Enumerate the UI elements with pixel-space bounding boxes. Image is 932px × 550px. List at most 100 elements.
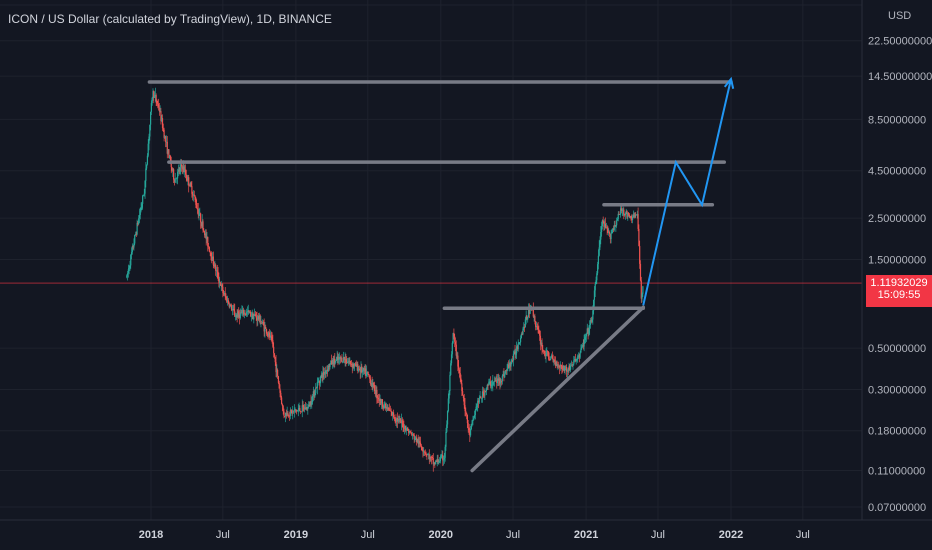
candle-body — [407, 428, 409, 431]
candle-body — [300, 410, 302, 412]
y-tick-label: 0.11000000 — [868, 465, 925, 477]
candle-body — [493, 381, 495, 383]
candle-body — [610, 233, 612, 240]
candle-body — [207, 236, 209, 247]
candle-body — [133, 243, 135, 248]
candle-body — [288, 415, 290, 417]
candle-body — [433, 462, 435, 465]
candle-body — [473, 415, 476, 418]
candle-body — [331, 360, 333, 365]
candle-body — [303, 406, 305, 410]
candle-body — [429, 456, 431, 460]
trendline[interactable] — [470, 305, 646, 473]
candle-body — [533, 316, 535, 317]
candle-body — [423, 451, 425, 453]
candle-body — [435, 461, 437, 465]
candle-body — [545, 355, 547, 357]
candle-body — [585, 336, 587, 338]
candle-body — [288, 415, 291, 417]
candle-body — [332, 360, 334, 365]
time-axis[interactable]: 2018 Jul 2019 Jul 2020 Jul 2021 Jul 2022 Jul — [139, 529, 810, 541]
candle-body — [197, 209, 199, 215]
candle-body — [584, 337, 586, 340]
x-tick-label: 2020 — [429, 529, 453, 541]
candle-body — [294, 409, 296, 411]
candle-body — [397, 419, 399, 422]
price-axis[interactable]: 22.50000000 14.50000000 8.50000000 4.500000… — [868, 36, 932, 514]
candle-body — [209, 251, 211, 253]
candle-body — [475, 406, 477, 410]
candle-body — [173, 179, 176, 183]
candle-body — [310, 401, 312, 405]
candle-body — [625, 210, 627, 214]
candle-body — [211, 256, 214, 261]
candle-body — [630, 216, 632, 219]
candle-body — [620, 208, 622, 215]
candle-body — [254, 314, 256, 316]
candle-body — [504, 370, 507, 374]
candle-body — [471, 420, 473, 425]
candle-body — [257, 316, 259, 321]
candle-body — [141, 203, 143, 208]
candle-body — [253, 315, 255, 320]
candle-body — [431, 456, 434, 459]
candle-body — [367, 371, 369, 375]
candle-body — [432, 458, 434, 465]
candle-body — [568, 365, 570, 371]
candle-body — [577, 355, 580, 357]
candle-body — [401, 420, 403, 424]
candle-body — [376, 389, 378, 398]
candle-body — [208, 246, 210, 252]
candle-body — [514, 351, 516, 355]
candle-body — [598, 247, 600, 256]
candle-body — [169, 156, 172, 162]
candle-body — [379, 399, 381, 401]
candle-body — [412, 434, 414, 436]
candle-body — [519, 342, 521, 343]
candle-body — [633, 214, 635, 218]
projection-path[interactable] — [642, 76, 735, 306]
horizontal-levels[interactable] — [147, 80, 733, 310]
candle-body — [354, 363, 356, 367]
candle-body — [522, 328, 524, 335]
candle-body — [348, 361, 350, 363]
candle-body — [188, 177, 190, 186]
candle-body — [593, 299, 595, 311]
candle-body — [200, 213, 202, 223]
candle-body — [233, 309, 235, 312]
candle-body — [459, 373, 461, 379]
candle-body — [495, 380, 497, 382]
candle-body — [570, 365, 572, 370]
candle-body — [301, 405, 303, 412]
candle-body — [554, 360, 556, 362]
candle-body — [324, 372, 326, 374]
candle-body — [635, 214, 637, 216]
candle-body — [296, 410, 299, 412]
candle-body — [284, 412, 287, 417]
candle-body — [227, 300, 229, 303]
candle-body — [538, 329, 540, 334]
candle-body — [135, 234, 137, 235]
candle-body — [213, 264, 215, 266]
candle-body — [523, 326, 526, 328]
candle-body — [600, 226, 603, 233]
candle-body — [290, 410, 292, 412]
candle-body — [446, 411, 449, 425]
candle-body — [547, 351, 549, 357]
candle-body — [408, 431, 411, 433]
candle-body — [466, 414, 468, 424]
candle-body — [278, 382, 280, 389]
candle-body — [419, 441, 421, 443]
candle-body — [457, 355, 459, 367]
candle-body — [482, 391, 484, 394]
candle-body — [574, 359, 576, 362]
candle-body — [526, 315, 528, 320]
candle-body — [456, 355, 458, 357]
candle-body — [613, 225, 615, 230]
candle-body — [340, 357, 342, 360]
candle-body — [583, 339, 585, 347]
candle-body — [423, 451, 426, 453]
candle-body — [388, 410, 391, 411]
candle-body — [212, 256, 214, 265]
